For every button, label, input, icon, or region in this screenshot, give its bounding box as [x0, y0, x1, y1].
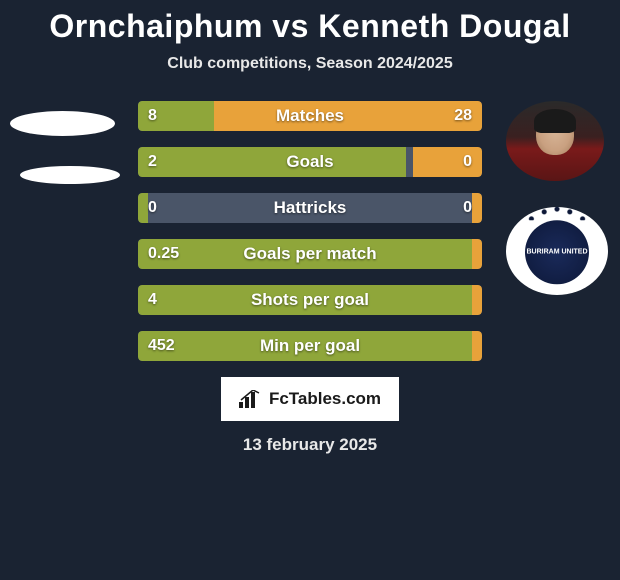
brand-badge: FcTables.com — [221, 377, 399, 421]
stat-bar-row: Goals2 0 — [138, 147, 482, 177]
right-player-media: BURIRAM UNITED — [506, 101, 608, 295]
stat-bar-label: Shots per goal — [138, 285, 482, 315]
stat-value-right: 0 — [463, 193, 472, 223]
stat-value-left: 4 — [148, 285, 157, 315]
club-logo-text: BURIRAM UNITED — [526, 248, 587, 256]
stat-bar-row: Hattricks0 0 — [138, 193, 482, 223]
placeholder-ellipse — [20, 166, 120, 184]
stat-bars: Matches828Goals20Hattricks00Goals per ma… — [138, 101, 482, 361]
stat-bar-label: Matches — [138, 101, 482, 131]
left-player-placeholder — [10, 111, 120, 184]
player-photo — [506, 101, 604, 181]
stat-value-left: 2 — [148, 147, 157, 177]
stat-value-left: 0.25 — [148, 239, 179, 269]
stat-bar-label: Goals — [138, 147, 482, 177]
page-title: Ornchaiphum vs Kenneth Dougal — [0, 8, 620, 45]
stat-bar-row: Goals per match0.25 — [138, 239, 482, 269]
stat-bar-label: Goals per match — [138, 239, 482, 269]
stat-value-right: 0 — [463, 147, 472, 177]
date-text: 13 february 2025 — [0, 435, 620, 455]
club-logo: BURIRAM UNITED — [506, 207, 608, 295]
stat-value-left: 0 — [148, 193, 157, 223]
fctables-icon — [239, 390, 263, 408]
placeholder-ellipse — [10, 111, 115, 136]
stat-bar-label: Hattricks — [138, 193, 482, 223]
stat-value-left: 452 — [148, 331, 175, 361]
stat-value-left: 8 — [148, 101, 157, 131]
stat-bar-row: Min per goal452 — [138, 331, 482, 361]
stat-value-right: 28 — [454, 101, 472, 131]
stats-area: BURIRAM UNITED Matches828Goals20Hattrick… — [0, 101, 620, 361]
stat-bar-row: Shots per goal4 — [138, 285, 482, 315]
subtitle: Club competitions, Season 2024/2025 — [0, 55, 620, 73]
stat-bar-row: Matches8 28 — [138, 101, 482, 131]
stat-bar-label: Min per goal — [138, 331, 482, 361]
brand-text: FcTables.com — [269, 389, 381, 409]
